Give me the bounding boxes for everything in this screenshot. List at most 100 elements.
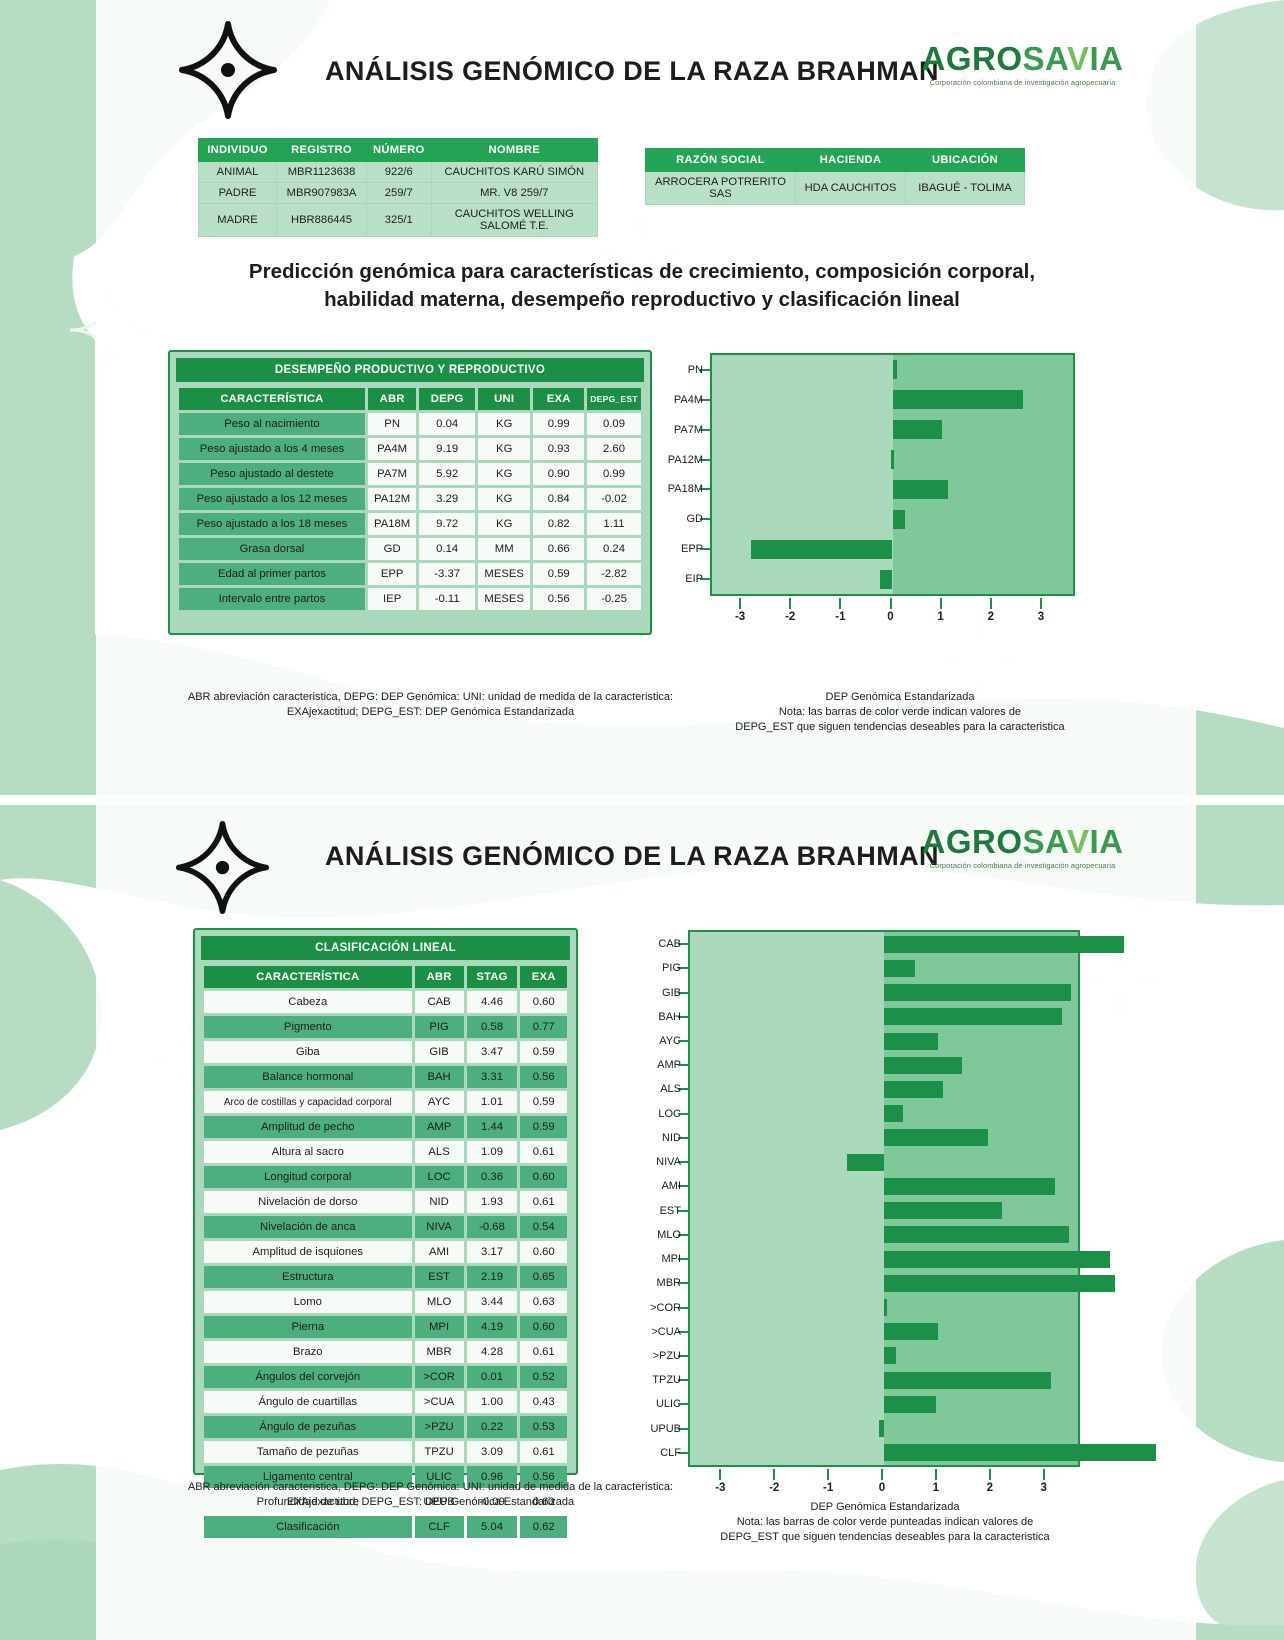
page-1-title: ANÁLISIS GENÓMICO DE LA RAZA BRAHMAN xyxy=(325,56,939,86)
cell-abr: ALS xyxy=(414,1141,464,1163)
y-axis-label: MBR xyxy=(656,1277,681,1290)
cell-caracteristica: Pigmento xyxy=(204,1016,412,1038)
cell-nombre: MR. V8 259/7 xyxy=(430,182,599,204)
cell-caracteristica: Nivelación de anca xyxy=(204,1216,412,1238)
cell-uni: MESES xyxy=(477,588,531,610)
y-axis-tick xyxy=(700,398,712,401)
cell-stag: 1.01 xyxy=(466,1091,518,1113)
x-axis-tick xyxy=(739,598,742,609)
x-axis-tick xyxy=(1042,1469,1045,1480)
bar-niva xyxy=(847,1153,884,1171)
cell-stag: 4.46 xyxy=(466,991,518,1013)
bar-ami xyxy=(884,1177,1055,1195)
brand-v: V xyxy=(1066,823,1090,860)
cell-abr: CLF xyxy=(414,1516,464,1538)
x-axis-tick xyxy=(839,598,842,609)
table-row: Pigmento PIG 0.58 0.77 xyxy=(204,1016,567,1038)
cell-abr: EPP xyxy=(367,563,417,585)
subtitle-line-1: Predicción genómica para características… xyxy=(248,260,1036,283)
table-row: PADRE MBR907983A 259/7 MR. V8 259/7 xyxy=(198,182,599,204)
bar-cua xyxy=(884,1323,938,1341)
table-row: Pierna MPI 4.19 0.60 xyxy=(204,1316,567,1338)
bar-als xyxy=(884,1080,943,1098)
bar-eip xyxy=(879,569,893,589)
x-axis-tick xyxy=(988,1469,991,1480)
page-1-footnote-left: ABR abreviación caracteristica, DEPG: DE… xyxy=(148,690,713,720)
chart-clasificacion: CAB PIG GIB BAH AYC AMP ALS LOC NID NIVA AMI EST MLO… xyxy=(650,930,1156,1467)
cell-stag: 3.17 xyxy=(466,1241,518,1263)
y-axis-tick xyxy=(678,1233,690,1236)
cell-nombre: CAUCHITOS WELLING SALOMÉ T.E. xyxy=(430,203,599,237)
y-axis-label: PIG xyxy=(662,962,681,975)
y-axis-label: CAB xyxy=(658,938,681,951)
cell-abr: GD xyxy=(367,538,417,560)
agrosavia-star-logo xyxy=(175,820,270,915)
table-row: Giba GIB 3.47 0.59 xyxy=(204,1041,567,1063)
bar-nid xyxy=(884,1129,988,1147)
y-axis-tick xyxy=(678,1306,690,1309)
y-axis-label: AMP xyxy=(657,1059,681,1072)
y-axis-label: BAH xyxy=(658,1010,681,1023)
cell-uni: MM xyxy=(477,538,531,560)
y-axis-label: MLO xyxy=(657,1228,681,1241)
cell-exa: 0.82 xyxy=(533,513,584,535)
table-row: Ángulo de pezuñas >PZU 0.22 0.53 xyxy=(204,1416,567,1438)
table-row: MADRE HBR886445 325/1 CAUCHITOS WELLING SAL… xyxy=(198,203,599,237)
cell-exa: 0.61 xyxy=(520,1441,567,1463)
cell-caracteristica: Lomo xyxy=(204,1291,412,1313)
cell-stag: 0.01 xyxy=(466,1366,518,1388)
y-axis-label: AYC xyxy=(659,1035,681,1048)
bar-pa4m xyxy=(892,390,1023,410)
table-row: Peso ajustado a los 12 meses PA12M 3.29 KG 0… xyxy=(179,488,641,510)
x-axis-tick-label: -3 xyxy=(715,1482,726,1494)
bar-pa12m xyxy=(891,450,895,470)
cell-exa: 0.61 xyxy=(520,1341,567,1363)
brand-v: V xyxy=(1066,40,1090,77)
cell-caracteristica: Longitud corporal xyxy=(204,1166,412,1188)
cell-individuo: ANIMAL xyxy=(198,161,277,183)
y-axis-tick xyxy=(700,578,712,581)
y-axis-tick xyxy=(678,991,690,994)
bar-cor xyxy=(884,1299,887,1317)
cell-abr: PA12M xyxy=(367,488,417,510)
cell-exa: 0.63 xyxy=(520,1291,567,1313)
agrosavia-wordmark: AGROSAVIA Corporación colombiana de inve… xyxy=(915,42,1130,87)
cell-depg: 0.04 xyxy=(419,413,475,435)
cell-depg-est: -0.25 xyxy=(586,588,641,610)
cell-caracteristica: Giba xyxy=(204,1041,412,1063)
cell-caracteristica: Profundidad de ubre xyxy=(204,1491,412,1513)
cell-stag: 1.09 xyxy=(466,1141,518,1163)
bar-amp xyxy=(884,1056,962,1074)
cell-caracteristica: Cabeza xyxy=(204,991,412,1013)
page-1: ANÁLISIS GENÓMICO DE LA RAZA BRAHMAN AGR… xyxy=(0,0,1284,800)
cell-exa: 0.99 xyxy=(533,413,584,435)
bar-pig xyxy=(884,959,916,977)
cell-caracteristica: Ligamento central xyxy=(204,1466,412,1488)
cell-exa: 0.62 xyxy=(520,1516,567,1538)
cell-depg: 3.29 xyxy=(419,488,475,510)
y-axis-label: TPZU xyxy=(652,1374,681,1387)
cell-abr: PA7M xyxy=(367,463,417,485)
cell-exa: 0.59 xyxy=(533,563,584,585)
cell-exa: 0.43 xyxy=(520,1391,567,1413)
cell-stag: 1.44 xyxy=(466,1116,518,1138)
x-axis-tick xyxy=(934,1469,937,1480)
x-axis-tick-label: 0 xyxy=(887,611,894,623)
cell-caracteristica: Ángulo de pezuñas xyxy=(204,1416,412,1438)
y-axis-tick xyxy=(678,1015,690,1018)
cell-caracteristica: Ángulos del corvejón xyxy=(204,1366,412,1388)
bar-cab xyxy=(884,935,1125,953)
y-axis-tick xyxy=(678,1185,690,1188)
cell-ubicacion: IBAGUÉ - TOLIMA xyxy=(905,171,1025,205)
table-row: Balance hormonal BAH 3.31 0.56 xyxy=(204,1066,567,1088)
x-axis-tick-label: 1 xyxy=(932,1482,940,1494)
y-axis-label: UPUB xyxy=(650,1422,681,1435)
brand-sa: SA xyxy=(1022,40,1067,77)
cell-depg: 5.92 xyxy=(419,463,475,485)
bar-pa18m xyxy=(892,479,949,499)
table-header-row: CARACTERÍSTICA ABR STAG EXA xyxy=(204,966,567,988)
x-axis-tick-label: 3 xyxy=(1040,1482,1047,1494)
x-axis-tick xyxy=(889,598,892,609)
cell-abr: MBR xyxy=(414,1341,464,1363)
y-axis-tick xyxy=(678,1354,690,1357)
